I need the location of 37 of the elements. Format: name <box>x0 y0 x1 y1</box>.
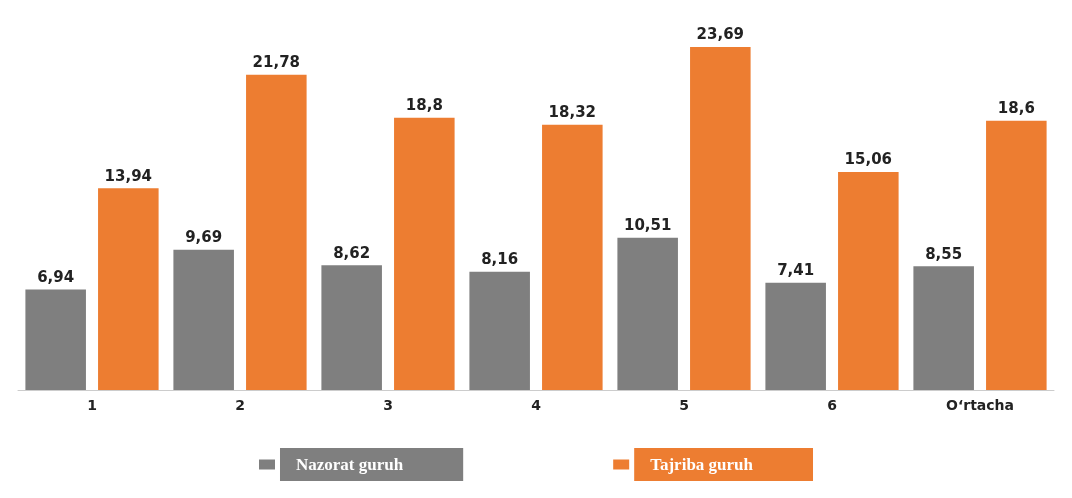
x-tick-label: 4 <box>531 397 542 413</box>
data-label: 13,94 <box>104 166 153 185</box>
bar <box>173 249 234 390</box>
bar <box>98 188 159 390</box>
bar <box>617 237 678 390</box>
x-tick-label: 1 <box>87 397 97 413</box>
bar <box>25 289 86 390</box>
bar <box>469 271 530 390</box>
bar <box>542 124 603 390</box>
data-label: 18,32 <box>548 103 597 122</box>
data-label: 10,51 <box>623 216 672 235</box>
legend-label: Tajriba guruh <box>650 455 754 474</box>
bar <box>913 266 974 390</box>
data-label: 8,16 <box>481 250 519 269</box>
legend-label: Nazorat guruh <box>296 455 404 474</box>
x-tick-label: 6 <box>827 397 837 413</box>
data-label: 6,94 <box>37 268 75 287</box>
data-label: 15,06 <box>844 150 893 169</box>
x-tick-label: O‘rtacha <box>946 397 1014 413</box>
x-tick-label: 5 <box>679 397 689 413</box>
bar <box>394 117 455 390</box>
data-label: 9,69 <box>185 228 223 247</box>
data-label: 8,62 <box>333 243 371 262</box>
bar <box>986 120 1047 390</box>
data-label: 23,69 <box>696 25 745 44</box>
bar <box>765 282 826 390</box>
data-label: 21,78 <box>252 53 301 72</box>
bar <box>690 46 751 390</box>
bar <box>321 265 382 390</box>
data-label: 8,55 <box>925 244 963 263</box>
x-tick-label: 2 <box>235 397 245 413</box>
bar <box>246 74 307 390</box>
data-label: 18,6 <box>997 99 1035 118</box>
data-label: 18,8 <box>405 96 443 115</box>
x-tick-label: 3 <box>383 397 393 413</box>
bar <box>838 171 899 390</box>
data-label: 7,41 <box>777 261 815 280</box>
